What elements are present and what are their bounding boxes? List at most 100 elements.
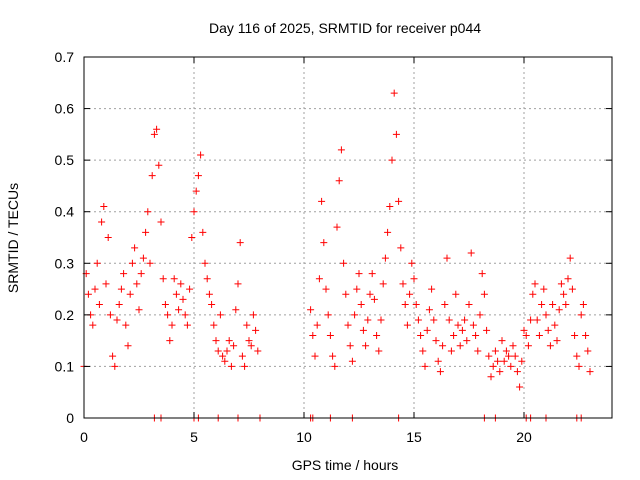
data-point — [432, 337, 440, 345]
data-point — [557, 280, 565, 288]
data-point — [212, 337, 220, 345]
data-points — [80, 89, 594, 391]
data-point — [243, 321, 251, 329]
data-point — [498, 337, 506, 345]
data-point — [357, 301, 365, 309]
data-point — [441, 301, 449, 309]
data-point — [208, 301, 216, 309]
data-point — [568, 285, 576, 293]
data-point — [344, 321, 352, 329]
data-point — [487, 373, 495, 381]
data-point — [480, 290, 488, 298]
y-tick-label: 0.3 — [55, 255, 75, 271]
data-point — [205, 290, 213, 298]
data-point — [403, 321, 411, 329]
data-point — [538, 301, 546, 309]
data-point — [120, 270, 128, 278]
data-point — [555, 306, 563, 314]
data-point — [549, 301, 557, 309]
x-tick-label: 15 — [406, 429, 422, 445]
data-point — [586, 368, 594, 376]
data-point — [582, 331, 590, 339]
x-tick-label: 5 — [190, 429, 198, 445]
data-point — [421, 362, 429, 370]
data-point — [221, 357, 229, 365]
data-point — [355, 270, 363, 278]
data-point — [579, 301, 587, 309]
data-point — [546, 342, 554, 350]
data-point — [522, 331, 530, 339]
data-point — [485, 352, 493, 360]
data-point — [467, 249, 475, 257]
x-tick-label: 10 — [296, 429, 312, 445]
data-point — [410, 275, 418, 283]
data-point — [84, 290, 92, 298]
data-point — [472, 331, 480, 339]
data-point — [535, 331, 543, 339]
data-point — [170, 275, 178, 283]
data-point — [234, 280, 242, 288]
data-point — [318, 197, 326, 205]
data-point — [370, 295, 378, 303]
data-point — [326, 331, 334, 339]
data-point — [419, 347, 427, 355]
data-point — [340, 259, 348, 267]
data-point — [456, 342, 464, 350]
data-point — [513, 368, 521, 376]
data-point — [542, 311, 550, 319]
data-point — [381, 254, 389, 262]
y-tick-label: 0.5 — [55, 152, 75, 168]
data-point — [164, 311, 172, 319]
chart-title: Day 116 of 2025, SRMTID for receiver p04… — [209, 20, 481, 36]
data-point — [562, 301, 570, 309]
data-point — [366, 290, 374, 298]
data-point — [445, 316, 453, 324]
data-point — [254, 347, 262, 355]
data-point — [150, 130, 158, 138]
data-point — [573, 352, 581, 360]
data-point — [507, 362, 515, 370]
data-point — [146, 259, 154, 267]
data-point — [331, 362, 339, 370]
data-point — [436, 368, 444, 376]
data-point — [359, 326, 367, 334]
data-point — [111, 362, 119, 370]
data-point — [564, 275, 572, 283]
data-point — [461, 316, 469, 324]
y-tick-label: 0.6 — [55, 101, 75, 117]
data-point — [406, 290, 414, 298]
data-point — [192, 187, 200, 195]
data-point — [553, 337, 561, 345]
data-point — [516, 383, 524, 391]
data-point — [434, 357, 442, 365]
data-point — [122, 321, 130, 329]
data-point — [417, 331, 425, 339]
data-point — [386, 203, 394, 211]
data-point — [478, 270, 486, 278]
data-point — [183, 321, 191, 329]
data-point — [186, 285, 194, 293]
data-point — [430, 316, 438, 324]
data-point — [307, 306, 315, 314]
data-point — [463, 337, 471, 345]
data-point — [364, 316, 372, 324]
data-point — [252, 326, 260, 334]
y-tick-label: 0.2 — [55, 307, 75, 323]
data-point — [238, 352, 246, 360]
data-point — [219, 352, 227, 360]
data-point — [157, 218, 165, 226]
data-point — [322, 285, 330, 293]
data-point — [397, 244, 405, 252]
data-point — [447, 347, 455, 355]
data-point — [126, 290, 134, 298]
data-point — [425, 306, 433, 314]
data-point — [115, 301, 123, 309]
data-point — [199, 228, 207, 236]
data-point — [190, 208, 198, 216]
data-point — [474, 347, 482, 355]
data-point — [91, 285, 99, 293]
data-point — [236, 239, 244, 247]
data-point — [172, 290, 180, 298]
y-tick-label: 0.4 — [55, 204, 75, 220]
